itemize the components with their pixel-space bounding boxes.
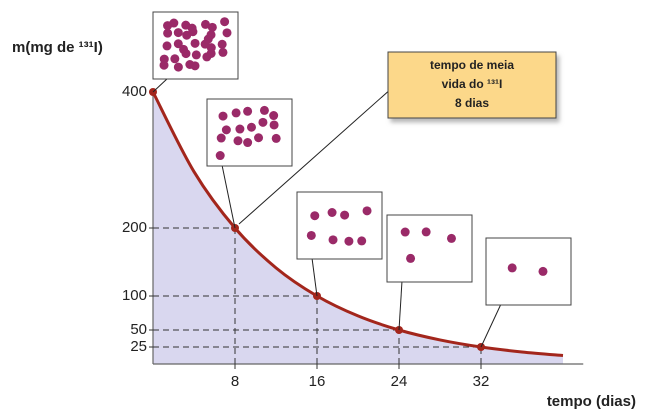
atom	[207, 49, 216, 58]
x-tick-label: 8	[231, 373, 239, 390]
atom	[260, 106, 269, 115]
annotation-text: tempo de meia	[430, 58, 514, 72]
atom	[218, 48, 227, 57]
atom	[422, 227, 431, 236]
y-axis-label: m(mg de ¹³¹I)	[12, 39, 103, 56]
atom	[401, 228, 410, 237]
atom	[258, 118, 267, 127]
atom	[270, 120, 279, 129]
callout-line	[312, 258, 317, 296]
atom	[232, 108, 241, 117]
atom	[217, 134, 226, 143]
atom	[174, 63, 183, 72]
atom	[208, 23, 217, 32]
atom	[243, 107, 252, 116]
atom	[269, 111, 278, 120]
atom	[181, 49, 190, 58]
atom	[235, 125, 244, 134]
atom	[340, 211, 349, 220]
atom	[357, 236, 366, 245]
atom	[329, 235, 338, 244]
y-tick-label: 100	[122, 287, 147, 304]
atom	[191, 39, 200, 48]
atom	[508, 263, 517, 272]
atom	[344, 237, 353, 246]
x-tick-label: 32	[473, 373, 490, 390]
atom	[310, 211, 319, 220]
atom	[162, 41, 171, 50]
atom	[220, 17, 229, 26]
sample-box	[297, 192, 382, 259]
y-tick-label: 400	[122, 83, 147, 100]
x-tick-label: 16	[309, 373, 326, 390]
atom	[307, 231, 316, 240]
callout-line	[153, 78, 168, 92]
atom	[538, 267, 547, 276]
atom	[406, 254, 415, 263]
atom	[163, 29, 172, 38]
atom	[223, 28, 232, 37]
atom	[207, 30, 216, 39]
atom	[363, 206, 372, 215]
atom	[247, 123, 256, 132]
x-tick-label: 24	[391, 373, 408, 390]
chart: 2550 100 200 400 8 16 24 32 tempo de meia vida do…	[0, 0, 651, 414]
atom	[216, 151, 225, 160]
atom	[170, 54, 179, 63]
y-tick-label: 50	[130, 321, 147, 338]
sample-box	[486, 238, 571, 305]
callout-line	[399, 281, 402, 330]
atom	[192, 50, 201, 59]
atom	[188, 27, 197, 36]
atom	[447, 234, 456, 243]
sample-box	[387, 215, 472, 282]
atom	[191, 61, 200, 70]
atom	[174, 28, 183, 37]
annotation-text: vida do ¹³¹I	[442, 77, 503, 91]
y-tick-label: 200	[122, 219, 147, 236]
atom	[233, 136, 242, 145]
x-axis-label: tempo (dias)	[547, 393, 636, 410]
atom	[222, 125, 231, 134]
atom	[218, 40, 227, 49]
atom	[243, 138, 252, 147]
atom	[272, 134, 281, 143]
y-tick-label: 25	[130, 338, 147, 355]
callout-line	[481, 304, 501, 347]
atom	[160, 61, 169, 70]
atom	[169, 19, 178, 28]
annotation-text: 8 dias	[455, 96, 489, 110]
atom	[328, 208, 337, 217]
atom	[219, 112, 228, 121]
atom	[254, 133, 263, 142]
